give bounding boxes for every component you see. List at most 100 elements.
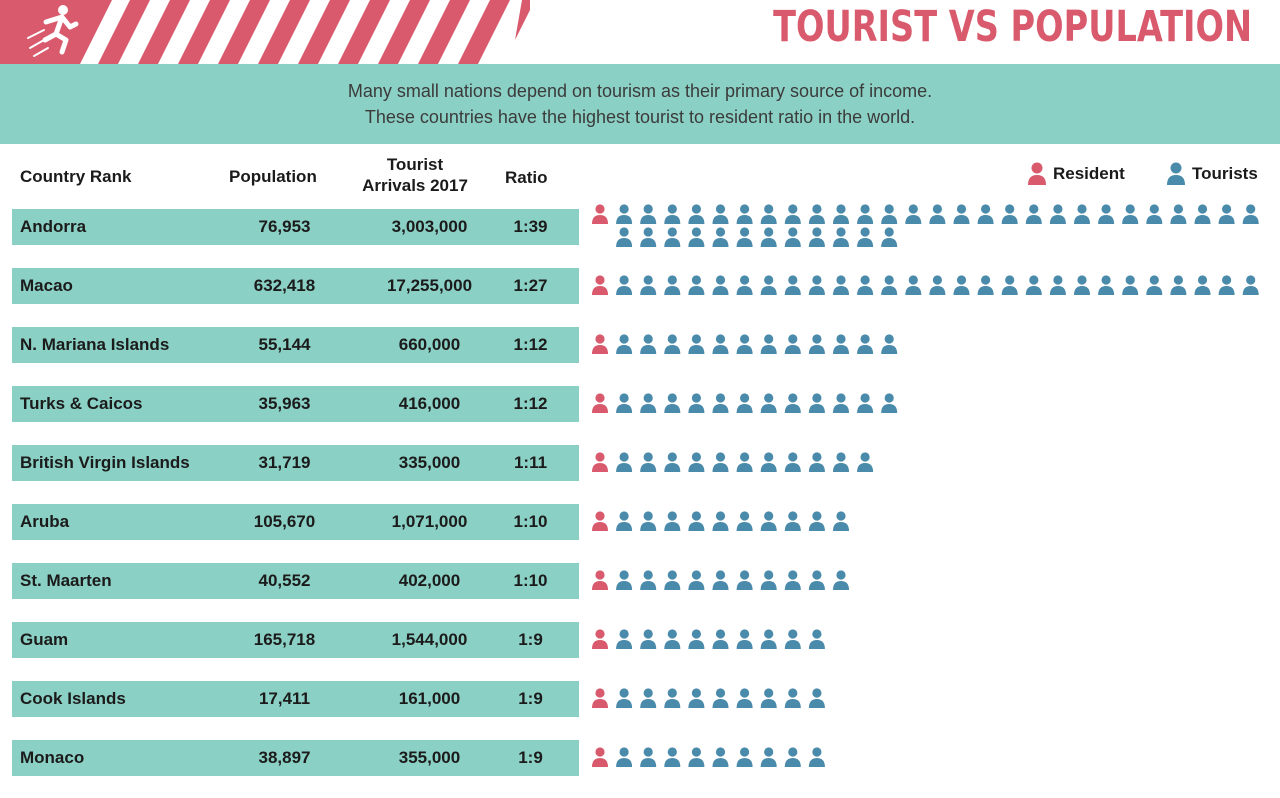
tourist-person-icon xyxy=(784,747,801,767)
tourist-person-icon xyxy=(1098,204,1115,224)
tourist-person-icon xyxy=(640,511,657,531)
tourist-person-icon xyxy=(640,204,657,224)
resident-person-icon xyxy=(592,570,608,590)
table-row: St. Maarten 40,552 402,000 1:10 xyxy=(12,563,579,599)
header-tourist-line-2: Arrivals 2017 xyxy=(362,176,468,195)
population-cell: 632,418 xyxy=(253,276,316,295)
tourist-person-icon xyxy=(760,688,777,708)
tourist-person-icon xyxy=(712,688,729,708)
tourist-person-icon xyxy=(640,334,657,354)
tourist-person-icon xyxy=(929,275,946,295)
tourist-person-icon xyxy=(616,747,633,767)
ratio-cell: 1:10 xyxy=(513,512,548,531)
tourist-person-icon xyxy=(808,204,825,224)
tourist-person-icon xyxy=(640,629,657,649)
tourist-person-icon xyxy=(857,204,874,224)
ratio-cell: 1:10 xyxy=(513,571,548,590)
population-cell: 165,718 xyxy=(253,630,316,649)
tourist-person-icon xyxy=(688,393,705,413)
population-cell: 38,897 xyxy=(258,748,311,767)
tourist-person-icon xyxy=(1122,275,1139,295)
tourist-person-icon xyxy=(808,570,825,590)
tourist-arrivals-cell: 355,000 xyxy=(398,748,461,767)
tourist-person-icon xyxy=(616,452,633,472)
tourist-person-icon xyxy=(784,334,801,354)
tourist-arrivals-cell: 660,000 xyxy=(398,335,461,354)
tourist-person-icon xyxy=(760,452,777,472)
table-row: British Virgin Islands 31,719 335,000 1:11 xyxy=(12,445,579,481)
legend-resident-label: Resident xyxy=(1053,164,1125,183)
ratio-cell: 1:12 xyxy=(513,394,548,413)
tourist-person-icon xyxy=(881,204,898,224)
tourist-person-icon xyxy=(1218,275,1235,295)
tourist-person-icon xyxy=(760,747,777,767)
tourist-person-icon xyxy=(664,747,681,767)
tourist-person-icon xyxy=(808,629,825,649)
tourist-person-icon xyxy=(736,204,753,224)
tourist-arrivals-cell: 17,255,000 xyxy=(386,276,473,295)
tourist-person-icon xyxy=(736,511,753,531)
population-cell: 31,719 xyxy=(258,453,311,472)
tourist-person-icon xyxy=(664,511,681,531)
tourist-person-icon xyxy=(1074,275,1090,295)
tourist-person-icon xyxy=(977,275,994,295)
table-row: Turks & Caicos 35,963 416,000 1:12 xyxy=(12,386,579,422)
subtitle-banner: Many small nations depend on tourism as … xyxy=(0,64,1280,144)
tourist-arrivals-cell: 335,000 xyxy=(398,453,461,472)
tourist-person-icon xyxy=(616,204,633,224)
tourist-person-icon xyxy=(640,747,657,767)
tourist-person-icon xyxy=(808,227,825,247)
tourist-person-icon xyxy=(1194,275,1211,295)
stripe-banner xyxy=(0,0,530,64)
tourist-person-icon xyxy=(664,688,681,708)
ratio-cell: 1:39 xyxy=(513,217,548,236)
population-cell: 105,670 xyxy=(253,512,316,531)
tourist-person-icon xyxy=(688,511,705,531)
table-row: Monaco 38,897 355,000 1:9 xyxy=(12,740,579,776)
legend-resident: Resident xyxy=(1027,162,1125,186)
ratio-cell: 1:9 xyxy=(518,748,543,767)
tourist-person-icon xyxy=(833,204,849,224)
tourist-person-icon xyxy=(953,204,970,224)
tourist-person-icon xyxy=(736,334,753,354)
population-cell: 76,953 xyxy=(258,217,311,236)
tourist-person-icon xyxy=(881,334,898,354)
tourist-person-icon xyxy=(736,452,753,472)
tourist-arrivals-cell: 1,071,000 xyxy=(391,512,468,531)
tourist-person-icon xyxy=(857,334,874,354)
tourist-person-icon xyxy=(881,227,898,247)
table-row: Guam 165,718 1,544,000 1:9 xyxy=(12,622,579,658)
tourist-person-icon xyxy=(1025,275,1042,295)
tourist-person-icon xyxy=(1001,275,1018,295)
tourist-person-icon xyxy=(688,452,705,472)
tourist-person-icon xyxy=(784,227,801,247)
country-cell: Aruba xyxy=(20,512,70,531)
tourist-person-icon xyxy=(736,275,753,295)
tourist-arrivals-cell: 161,000 xyxy=(398,689,461,708)
tourist-person-icon xyxy=(688,747,705,767)
tourist-person-icon xyxy=(1242,275,1259,295)
tourist-person-icon xyxy=(616,334,633,354)
table-row: Macao 632,418 17,255,000 1:27 xyxy=(12,268,579,304)
tourist-person-icon xyxy=(857,227,874,247)
tourist-person-icon xyxy=(712,334,729,354)
resident-person-icon xyxy=(592,747,608,767)
country-cell: Monaco xyxy=(20,748,85,767)
tourist-person-icon xyxy=(616,511,633,531)
tourist-person-icon xyxy=(640,275,657,295)
tourist-person-icon xyxy=(688,275,705,295)
tourist-person-icon xyxy=(784,629,801,649)
tourist-person-icon xyxy=(688,204,705,224)
country-cell: N. Mariana Islands xyxy=(20,335,170,354)
tourist-person-icon xyxy=(616,275,633,295)
header-stripe-band xyxy=(0,0,530,64)
resident-person-icon xyxy=(592,511,608,531)
subtitle-line-2: These countries have the highest tourist… xyxy=(364,107,916,127)
header-population: Population xyxy=(229,167,317,186)
tourist-person-icon xyxy=(784,511,801,531)
tourist-person-icon xyxy=(1049,204,1066,224)
header-ratio: Ratio xyxy=(505,168,548,187)
tourist-person-icon xyxy=(857,393,874,413)
header-country-rank: Country Rank xyxy=(20,167,132,186)
country-cell: Cook Islands xyxy=(20,689,126,708)
